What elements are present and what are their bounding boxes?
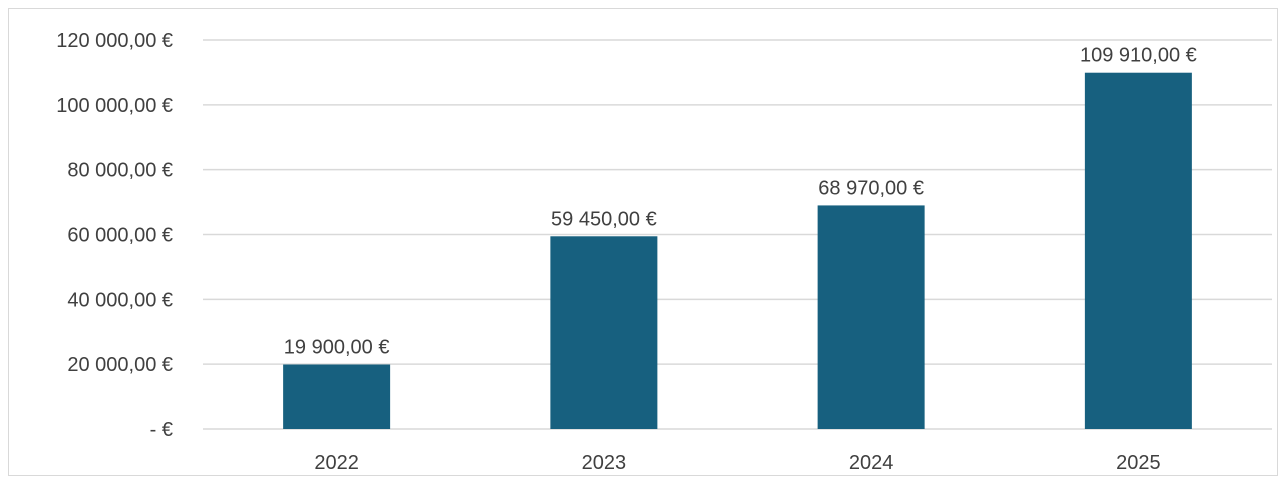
data-label: 19 900,00 € <box>284 336 390 358</box>
y-tick-label: 100 000,00 € <box>56 95 173 117</box>
y-axis-tick-labels: - € 20 000,00 € 40 000,00 € 60 000,00 € 80 0… <box>56 30 173 441</box>
x-axis-tick-labels: 2022 2023 2024 2025 <box>314 452 1160 474</box>
x-tick-label: 2024 <box>849 452 894 474</box>
y-tick-label: 60 000,00 € <box>67 225 173 247</box>
x-tick-label: 2023 <box>582 452 627 474</box>
bar <box>550 236 658 429</box>
y-tick-label: 120 000,00 € <box>56 30 173 52</box>
y-tick-label: 80 000,00 € <box>67 160 173 182</box>
y-tick-label: 40 000,00 € <box>67 289 173 311</box>
y-tick-label: 20 000,00 € <box>67 354 173 376</box>
bar <box>283 364 391 429</box>
data-label: 109 910,00 € <box>1080 45 1197 67</box>
y-tick-label: - € <box>150 419 173 441</box>
data-labels: 19 900,00 € 59 450,00 € 68 970,00 € 109 910… <box>284 45 1197 359</box>
x-tick-label: 2022 <box>314 452 359 474</box>
data-label: 68 970,00 € <box>818 177 924 199</box>
bar <box>817 205 925 429</box>
bars <box>283 72 1192 429</box>
x-tick-label: 2025 <box>1116 452 1161 474</box>
data-label: 59 450,00 € <box>551 208 657 230</box>
bar <box>1084 72 1192 429</box>
